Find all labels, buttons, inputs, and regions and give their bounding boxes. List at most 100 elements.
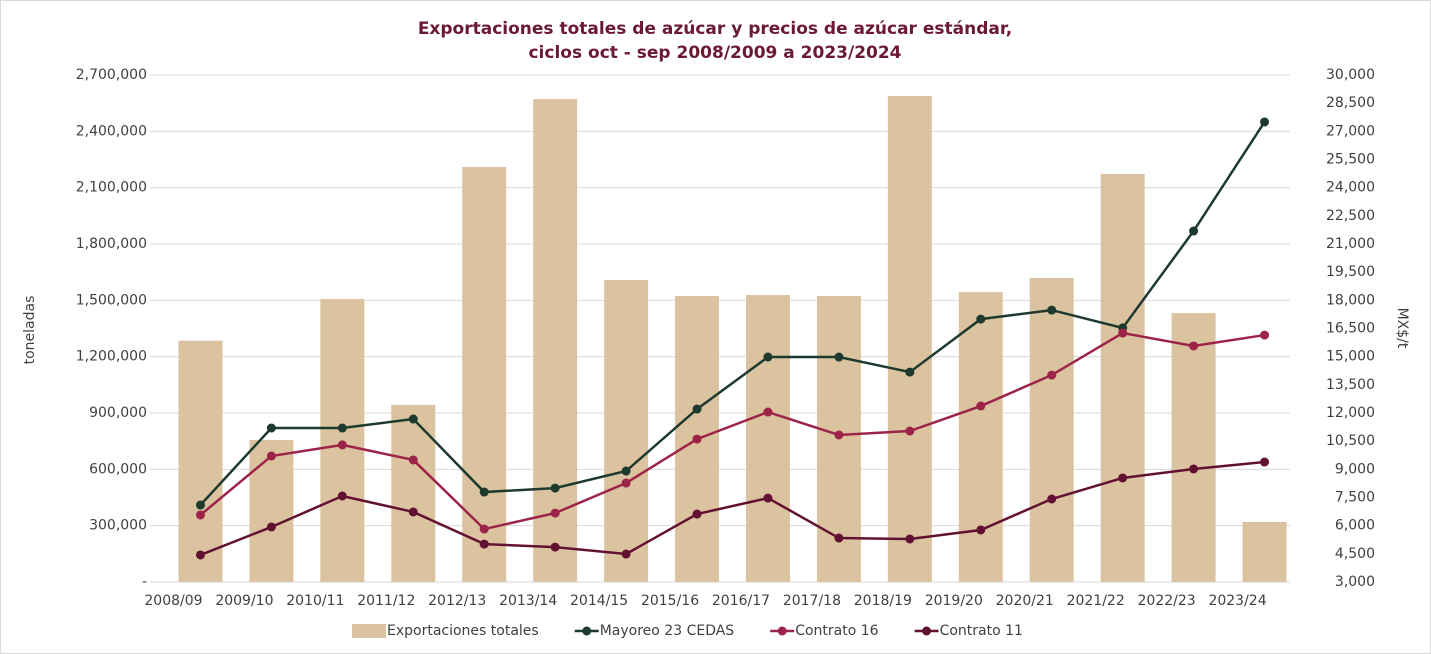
- y2-axis-title: MX$/t: [1394, 308, 1410, 349]
- legend-swatch: [777, 626, 787, 636]
- y2-tick-label: 16,500: [1326, 321, 1375, 337]
- line-marker: [976, 525, 986, 535]
- x-tick-label: 2021/22: [1067, 593, 1125, 609]
- x-tick-label: 2022/23: [1138, 593, 1196, 609]
- line-marker: [621, 466, 631, 476]
- y-tick-label: 300,000: [89, 518, 147, 534]
- series-line: [200, 460, 1265, 557]
- bar: [249, 440, 294, 582]
- y2-tick-label: 30,000: [1326, 67, 1375, 83]
- line-marker: [905, 426, 915, 436]
- line-marker: [479, 487, 489, 497]
- x-tick-label: 2016/17: [712, 593, 770, 609]
- y-tick-label: 1,800,000: [76, 236, 147, 252]
- line-marker: [692, 404, 702, 414]
- bar: [391, 404, 436, 582]
- line-marker: [195, 550, 205, 560]
- y-tick-label: 900,000: [89, 405, 147, 421]
- line-marker: [1260, 330, 1270, 340]
- bar: [1029, 277, 1074, 582]
- x-tick-label: 2018/19: [854, 593, 912, 609]
- y-axis-title: toneladas: [22, 296, 38, 365]
- line-marker: [266, 423, 276, 433]
- line-marker: [905, 534, 915, 544]
- x-tick-label: 2019/20: [925, 593, 983, 609]
- chart-title: ciclos oct - sep 2008/2009 a 2023/2024: [528, 43, 901, 63]
- line-marker: [550, 508, 560, 518]
- line-marker: [408, 507, 418, 517]
- bar: [462, 167, 507, 582]
- line-marker: [266, 451, 276, 461]
- bar: [1100, 173, 1145, 582]
- x-tick-label: 2010/11: [286, 593, 344, 609]
- y2-tick-label: 21,000: [1326, 236, 1375, 252]
- line-marker: [337, 440, 347, 450]
- line-marker: [1260, 117, 1270, 127]
- bar: [604, 280, 649, 582]
- line-marker: [408, 414, 418, 424]
- legend-label: Exportaciones totales: [387, 623, 539, 639]
- y-tick-label: 600,000: [89, 461, 147, 477]
- line-marker: [1189, 226, 1199, 236]
- line-marker: [550, 542, 560, 552]
- line-marker: [1189, 341, 1199, 351]
- y2-tick-label: 3,000: [1335, 574, 1375, 590]
- line-marker: [834, 430, 844, 440]
- line-marker: [479, 539, 489, 549]
- line-marker: [550, 483, 560, 493]
- line-marker: [976, 401, 986, 411]
- y-tick-label: 1,200,000: [76, 349, 147, 365]
- line-marker: [479, 524, 489, 534]
- x-tick-label: 2014/15: [570, 593, 628, 609]
- line-marker: [763, 352, 773, 362]
- line-marker: [763, 407, 773, 417]
- x-tick-label: 2009/10: [215, 593, 273, 609]
- y2-tick-label: 28,500: [1326, 95, 1375, 111]
- bar: [887, 96, 932, 582]
- y2-tick-label: 18,000: [1326, 292, 1375, 308]
- line-marker: [337, 423, 347, 433]
- y2-tick-label: 4,500: [1335, 546, 1375, 562]
- bar: [1171, 313, 1216, 582]
- line-marker: [621, 478, 631, 488]
- line-marker: [692, 509, 702, 519]
- legend-label: Mayoreo 23 CEDAS: [600, 623, 735, 639]
- bar: [745, 295, 790, 582]
- bar: [533, 99, 578, 582]
- line-marker: [976, 314, 986, 324]
- line-marker: [1118, 328, 1128, 338]
- x-tick-label: 2013/14: [499, 593, 557, 609]
- y2-tick-label: 13,500: [1326, 377, 1375, 393]
- line-marker: [1047, 494, 1057, 504]
- bar: [178, 340, 223, 582]
- line-marker: [408, 455, 418, 465]
- y2-tick-label: 15,000: [1326, 349, 1375, 365]
- legend-label: Contrato 16: [795, 623, 878, 639]
- chart-title: Exportaciones totales de azúcar y precio…: [418, 19, 1012, 39]
- line-marker: [1189, 464, 1199, 474]
- y-tick-label: 1,500,000: [76, 292, 147, 308]
- y2-tick-label: 19,500: [1326, 264, 1375, 280]
- line-marker: [266, 522, 276, 532]
- legend-label: Contrato 11: [940, 623, 1023, 639]
- line-marker: [1047, 370, 1057, 380]
- legend-swatch: [922, 626, 932, 636]
- line-marker: [834, 352, 844, 362]
- bar: [1242, 521, 1287, 582]
- series-line: [199, 121, 1266, 506]
- legend-swatch: [582, 626, 592, 636]
- y2-tick-label: 27,000: [1326, 123, 1375, 139]
- y2-tick-label: 10,500: [1326, 433, 1375, 449]
- x-tick-label: 2008/09: [144, 593, 202, 609]
- y2-tick-label: 22,500: [1326, 208, 1375, 224]
- y-tick-label: 2,100,000: [76, 180, 147, 196]
- line-marker: [195, 510, 205, 520]
- line-marker: [905, 367, 915, 377]
- y2-tick-label: 25,500: [1326, 152, 1375, 168]
- y-tick-label: 2,700,000: [76, 67, 147, 83]
- x-tick-label: 2015/16: [641, 593, 699, 609]
- legend-swatch: [352, 624, 386, 638]
- x-tick-label: 2011/12: [357, 593, 415, 609]
- line-marker: [195, 500, 205, 510]
